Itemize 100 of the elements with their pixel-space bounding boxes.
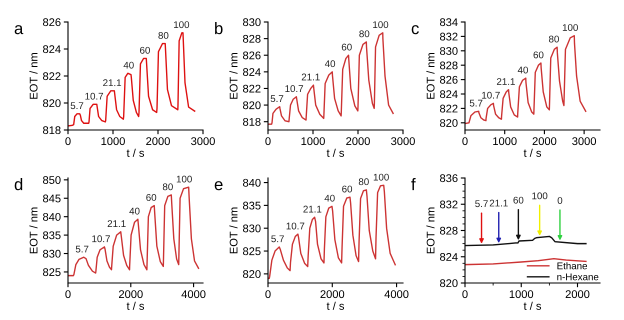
y-tick-label: 820 — [440, 279, 458, 288]
chart-title: f — [411, 178, 416, 190]
annotation: 100 — [562, 24, 578, 31]
y-tick-label: 818 — [243, 118, 261, 126]
y-tick-label: 840 — [243, 178, 261, 187]
annotation: 100 — [374, 174, 389, 181]
x-axis-title: t / s — [326, 302, 344, 310]
chart-title: d — [14, 178, 22, 190]
annotation: 60 — [146, 194, 156, 201]
x-tick-label: 3000 — [572, 137, 596, 146]
y-tick-label: 826 — [243, 52, 261, 60]
chart-title: e — [214, 181, 223, 190]
x-tick-label: 3000 — [391, 137, 415, 146]
x-axis-title: t / s — [126, 148, 144, 157]
y-tick-label: 824 — [440, 253, 458, 261]
x-tick-label: 1000 — [301, 137, 325, 146]
y-axis-title: EOT / nm — [229, 53, 238, 99]
y-tick-label: 818 — [43, 126, 61, 134]
y-tick-label: 828 — [243, 34, 261, 43]
y-tick-label: 826 — [440, 76, 458, 84]
annotation: 80 — [158, 32, 168, 39]
annotation: 5.7 — [270, 95, 284, 102]
x-tick-label: 1000 — [493, 137, 517, 146]
annotation: 10.7 — [482, 92, 500, 99]
annotation: 21.1 — [496, 78, 515, 85]
y-axis-title: EOT / nm — [29, 208, 38, 254]
annotation: 100 — [176, 176, 192, 183]
line-series — [465, 34, 586, 124]
x-tick-label: 1000 — [101, 137, 125, 146]
annotation: 60 — [513, 196, 524, 204]
y-tick-label: 825 — [243, 247, 261, 256]
y-tick-label: 830 — [43, 250, 61, 258]
annotation: 80 — [162, 183, 173, 190]
y-tick-label: 825 — [43, 268, 61, 276]
annotation: 5.7 — [475, 200, 488, 208]
annotation: 60 — [342, 44, 352, 51]
y-tick-label: 840 — [43, 212, 61, 221]
legend-label: n-Hexane — [557, 274, 598, 280]
y-tick-label: 835 — [243, 202, 261, 210]
x-axis-title: t / s — [126, 302, 144, 310]
x-tick-label: 2000 — [346, 137, 370, 146]
y-tick-label: 828 — [440, 61, 458, 70]
x-tick-label: 2000 — [146, 137, 170, 146]
annotation: 21.1 — [108, 220, 126, 227]
y-tick-label: 820 — [243, 270, 261, 278]
legend-label: Ethane — [557, 262, 588, 270]
annotation: 100 — [174, 21, 190, 28]
y-axis-title: EOT / nm — [426, 208, 435, 254]
annotation: 21.1 — [303, 206, 322, 212]
y-tick-label: 826 — [43, 18, 61, 26]
y-tick-label: 836 — [440, 174, 458, 182]
chart-title: c — [412, 25, 419, 34]
annotation: 40 — [124, 62, 134, 69]
y-tick-label: 832 — [440, 200, 458, 208]
x-tick-label: 0 — [65, 137, 71, 146]
line-series — [268, 32, 394, 125]
y-tick-label: 832 — [440, 32, 458, 41]
chart-title: b — [215, 22, 223, 34]
y-tick-label: 824 — [440, 90, 458, 98]
annotation: 10.7 — [92, 235, 110, 242]
annotation: 21.1 — [490, 200, 508, 206]
x-tick-label: 3000 — [191, 137, 215, 146]
annotation: 5.7 — [76, 246, 88, 253]
x-tick-label: 0 — [265, 137, 271, 146]
annotation: 10.7 — [285, 85, 304, 92]
x-tick-label: 0 — [462, 137, 468, 146]
annotation: 21.1 — [302, 74, 320, 80]
annotation: 40 — [324, 60, 336, 68]
annotation: 5.7 — [271, 235, 284, 242]
y-axis-title: EOT / nm — [426, 53, 435, 99]
line-series — [268, 184, 396, 280]
x-tick-label: 2000 — [320, 290, 344, 298]
y-tick-label: 824 — [243, 68, 261, 76]
annotation: 80 — [548, 36, 559, 42]
annotation: 80 — [359, 30, 370, 38]
annotation: 10.7 — [85, 92, 104, 100]
x-tick-label: 2000 — [532, 137, 556, 146]
x-tick-label: 0 — [462, 290, 468, 298]
y-tick-label: 820 — [43, 99, 61, 108]
y-tick-label: 822 — [243, 84, 260, 93]
annotation: 5.7 — [470, 100, 482, 107]
y-axis-title: EOT / nm — [229, 208, 238, 254]
annotation: 10.7 — [286, 222, 304, 230]
x-tick-label: 4000 — [384, 290, 408, 298]
y-tick-label: 830 — [243, 18, 261, 26]
y-tick-label: 845 — [43, 194, 61, 202]
annotation: 60 — [140, 46, 150, 54]
annotation: 60 — [534, 51, 544, 58]
annotation: 40 — [324, 194, 335, 202]
x-tick-label: 0 — [65, 290, 71, 298]
y-tick-label: 822 — [43, 72, 60, 80]
annotation: 100 — [532, 192, 548, 200]
line-series — [465, 236, 587, 246]
x-axis-title: t / s — [524, 302, 542, 310]
x-tick-label: 0 — [265, 290, 271, 298]
y-tick-label: 820 — [243, 101, 261, 110]
annotation: 40 — [129, 208, 140, 215]
x-tick-label: 4000 — [181, 290, 206, 298]
y-tick-label: 835 — [43, 231, 61, 240]
annotation: 5.7 — [70, 102, 84, 110]
